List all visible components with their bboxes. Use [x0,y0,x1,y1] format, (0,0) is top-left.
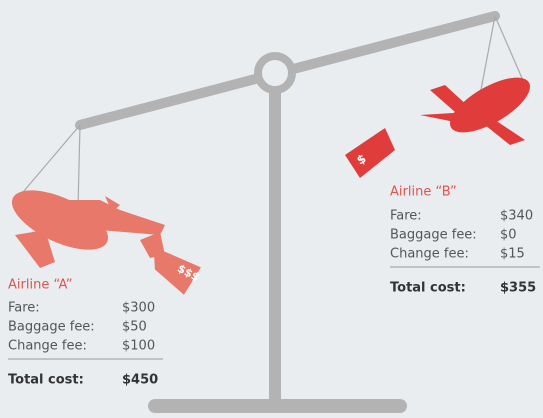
total-label: Total cost: [8,373,84,388]
row-label: Fare: [8,301,40,316]
row-label: Baggage fee: [8,320,95,335]
row-value: $15 [500,247,525,262]
airline-name: Airline “B” [390,185,457,200]
total-value: $450 [122,373,158,388]
plane-b: $ [345,77,530,178]
row-label: Change fee: [390,247,469,262]
total-value: $355 [500,281,536,296]
row-label: Fare: [390,209,422,224]
scale [75,11,500,413]
row-label: Baggage fee: [390,228,477,243]
total-label: Total cost: [390,281,466,296]
row-value: $50 [122,320,147,335]
airline-name: Airline “A” [8,278,73,293]
row-label: Change fee: [8,339,87,354]
row-value: $0 [500,228,517,243]
plane-a: $$$ [11,190,202,295]
row-value: $300 [122,301,155,316]
row-value: $100 [122,339,155,354]
row-value: $340 [500,209,533,224]
